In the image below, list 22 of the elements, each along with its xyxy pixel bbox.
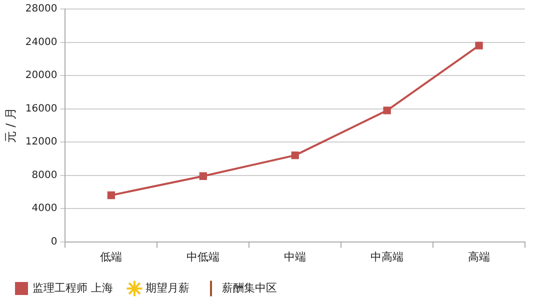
legend-label: 监理工程师 上海 [32,281,113,294]
point [199,172,207,180]
point [475,42,483,50]
y-tick-label: 8000 [32,170,58,181]
x-tick-label: 中高端 [370,250,404,264]
point [383,106,391,114]
point [291,152,299,160]
y-tick-label: 16000 [25,103,58,114]
y-axis-title: 元 / 月 [3,108,18,144]
x-tick-label: 中端 [284,250,306,264]
x-tick-label: 中低端 [186,250,220,264]
y-tick-label: 28000 [25,4,58,15]
legend-label: 期望月薪 [145,281,190,294]
y-tick-label: 24000 [25,36,58,48]
y-tick-label: 12000 [25,136,58,148]
point [107,191,116,200]
y-tick-label: 4000 [32,203,58,214]
x-tick-label: 高端 [468,250,490,264]
legend-label: 薪酬集中区 [222,281,277,294]
x-tick-label: 低端 [100,250,122,264]
y-tick-label: 20000 [25,70,58,82]
y-tick-label: 0 [50,236,58,248]
